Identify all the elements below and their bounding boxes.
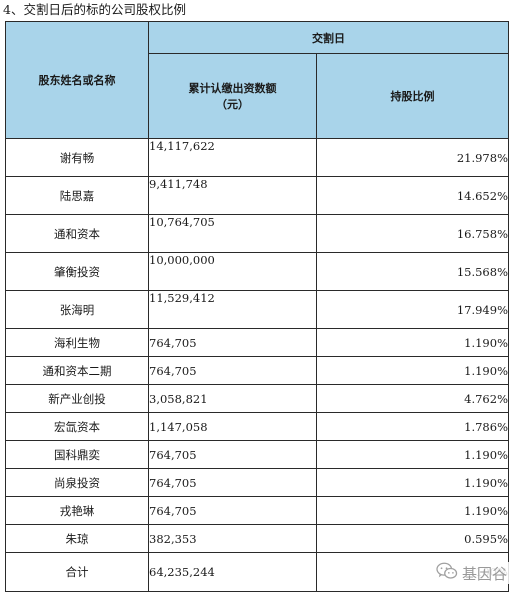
shareholder-name: 肇衡投资 bbox=[5, 252, 149, 291]
total-label: 合计 bbox=[5, 552, 149, 592]
ratio-cell: 4.762% bbox=[316, 384, 509, 413]
shareholder-name: 朱琼 bbox=[5, 524, 149, 553]
shareholder-name: 通和资本二期 bbox=[5, 356, 149, 385]
ratio-cell: 1.190% bbox=[316, 496, 509, 525]
ratio-cell: 14.652% bbox=[316, 176, 509, 215]
table-row: 戎艳琳 764,705 1.190% bbox=[5, 496, 509, 525]
header-closing-date: 交割日 bbox=[148, 21, 509, 54]
amount-cell: 764,705 bbox=[148, 328, 317, 357]
ratio-cell: 1.190% bbox=[316, 328, 509, 357]
wechat-icon bbox=[436, 561, 458, 585]
ratio-cell: 17.949% bbox=[316, 290, 509, 329]
shareholder-name: 张海明 bbox=[5, 290, 149, 329]
table-row: 张海明 11,529,412 17.949% bbox=[5, 290, 509, 329]
shareholder-name: 戎艳琳 bbox=[5, 496, 149, 525]
shareholder-name: 国科鼎奕 bbox=[5, 440, 149, 469]
ratio-cell: 21.978% bbox=[316, 138, 509, 177]
shareholder-name: 陆思嘉 bbox=[5, 176, 149, 215]
header-amount-line2: （元） bbox=[216, 98, 249, 111]
table-row: 海利生物 764,705 1.190% bbox=[5, 328, 509, 357]
section-heading: 4、交割日后的标的公司股权比例 bbox=[3, 2, 186, 17]
table-row: 通和资本二期 764,705 1.190% bbox=[5, 356, 509, 385]
shareholder-name: 新产业创投 bbox=[5, 384, 149, 413]
header-amount-line1: 累计认缴出资数额 bbox=[188, 82, 277, 95]
ratio-cell: 1.190% bbox=[316, 356, 509, 385]
header-ratio: 持股比例 bbox=[316, 53, 509, 139]
header-shareholder: 股东姓名或名称 bbox=[5, 21, 149, 139]
shareholder-name: 通和资本 bbox=[5, 214, 149, 253]
amount-cell: 3,058,821 bbox=[148, 384, 317, 413]
table-row: 肇衡投资 10,000,000 15.568% bbox=[5, 252, 509, 291]
shareholder-name: 尚泉投资 bbox=[5, 468, 149, 497]
table-row: 国科鼎奕 764,705 1.190% bbox=[5, 440, 509, 469]
amount-cell: 10,764,705 bbox=[148, 214, 317, 253]
amount-cell: 764,705 bbox=[148, 440, 317, 469]
watermark: 基因谷 bbox=[433, 561, 509, 585]
equity-table: 股东姓名或名称 交割日 累计认缴出资数额 （元） 持股比例 谢有畅 14,117… bbox=[5, 21, 509, 592]
amount-cell: 10,000,000 bbox=[148, 252, 317, 291]
ratio-cell: 1.190% bbox=[316, 468, 509, 497]
shareholder-name: 海利生物 bbox=[5, 328, 149, 357]
amount-cell: 764,705 bbox=[148, 356, 317, 385]
table-row: 宏氙资本 1,147,058 1.786% bbox=[5, 412, 509, 441]
ratio-cell: 16.758% bbox=[316, 214, 509, 253]
total-amount: 64,235,244 bbox=[148, 552, 317, 592]
shareholder-name: 宏氙资本 bbox=[5, 412, 149, 441]
amount-cell: 764,705 bbox=[148, 496, 317, 525]
amount-cell: 9,411,748 bbox=[148, 176, 317, 215]
amount-cell: 14,117,622 bbox=[148, 138, 317, 177]
shareholder-name: 谢有畅 bbox=[5, 138, 149, 177]
amount-cell: 382,353 bbox=[148, 524, 317, 553]
amount-cell: 1,147,058 bbox=[148, 412, 317, 441]
amount-cell: 11,529,412 bbox=[148, 290, 317, 329]
header-amount: 累计认缴出资数额 （元） bbox=[148, 53, 317, 139]
table-row: 陆思嘉 9,411,748 14.652% bbox=[5, 176, 509, 215]
ratio-cell: 1.786% bbox=[316, 412, 509, 441]
table-row: 尚泉投资 764,705 1.190% bbox=[5, 468, 509, 497]
ratio-cell: 0.595% bbox=[316, 524, 509, 553]
amount-cell: 764,705 bbox=[148, 468, 317, 497]
ratio-cell: 15.568% bbox=[316, 252, 509, 291]
watermark-text: 基因谷 bbox=[461, 564, 507, 583]
ratio-cell: 1.190% bbox=[316, 440, 509, 469]
table-row: 谢有畅 14,117,622 21.978% bbox=[5, 138, 509, 177]
table-row: 朱琼 382,353 0.595% bbox=[5, 524, 509, 553]
table-row: 通和资本 10,764,705 16.758% bbox=[5, 214, 509, 253]
table-row: 新产业创投 3,058,821 4.762% bbox=[5, 384, 509, 413]
